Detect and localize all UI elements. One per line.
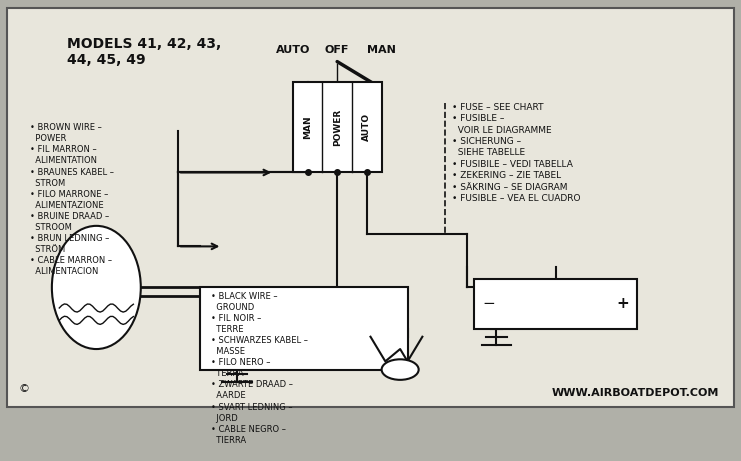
Text: −: − xyxy=(482,296,496,311)
Text: OFF: OFF xyxy=(325,46,349,55)
Text: MAN: MAN xyxy=(303,116,312,139)
Bar xyxy=(474,279,637,329)
Text: • FUSE – SEE CHART
• FUSIBLE –
  VOIR LE DIAGRAMME
• SICHERUNG –
  SIEHE TABELLE: • FUSE – SEE CHART • FUSIBLE – VOIR LE D… xyxy=(452,103,580,203)
Text: • BROWN WIRE –
  POWER
• FIL MARRON –
  ALIMENTATION
• BRAUNES KABEL –
  STROM
•: • BROWN WIRE – POWER • FIL MARRON – ALIM… xyxy=(30,123,113,277)
Text: AUTO: AUTO xyxy=(362,113,371,142)
Text: ©: © xyxy=(19,384,30,394)
Ellipse shape xyxy=(52,226,141,349)
Text: • BLACK WIRE –
  GROUND
• FIL NOIR –
  TERRE
• SCHWARZES KABEL –
  MASSE
• FILO : • BLACK WIRE – GROUND • FIL NOIR – TERRE… xyxy=(211,291,308,445)
Text: +: + xyxy=(616,296,629,311)
Bar xyxy=(293,82,382,172)
Text: MODELS 41, 42, 43,
44, 45, 49: MODELS 41, 42, 43, 44, 45, 49 xyxy=(67,37,221,67)
Text: MAN: MAN xyxy=(368,46,396,55)
Text: AUTO: AUTO xyxy=(276,46,310,55)
Text: POWER: POWER xyxy=(333,109,342,146)
Circle shape xyxy=(382,359,419,380)
Bar xyxy=(200,288,408,370)
Text: WWW.AIRBOATDEPOT.COM: WWW.AIRBOATDEPOT.COM xyxy=(551,388,719,398)
